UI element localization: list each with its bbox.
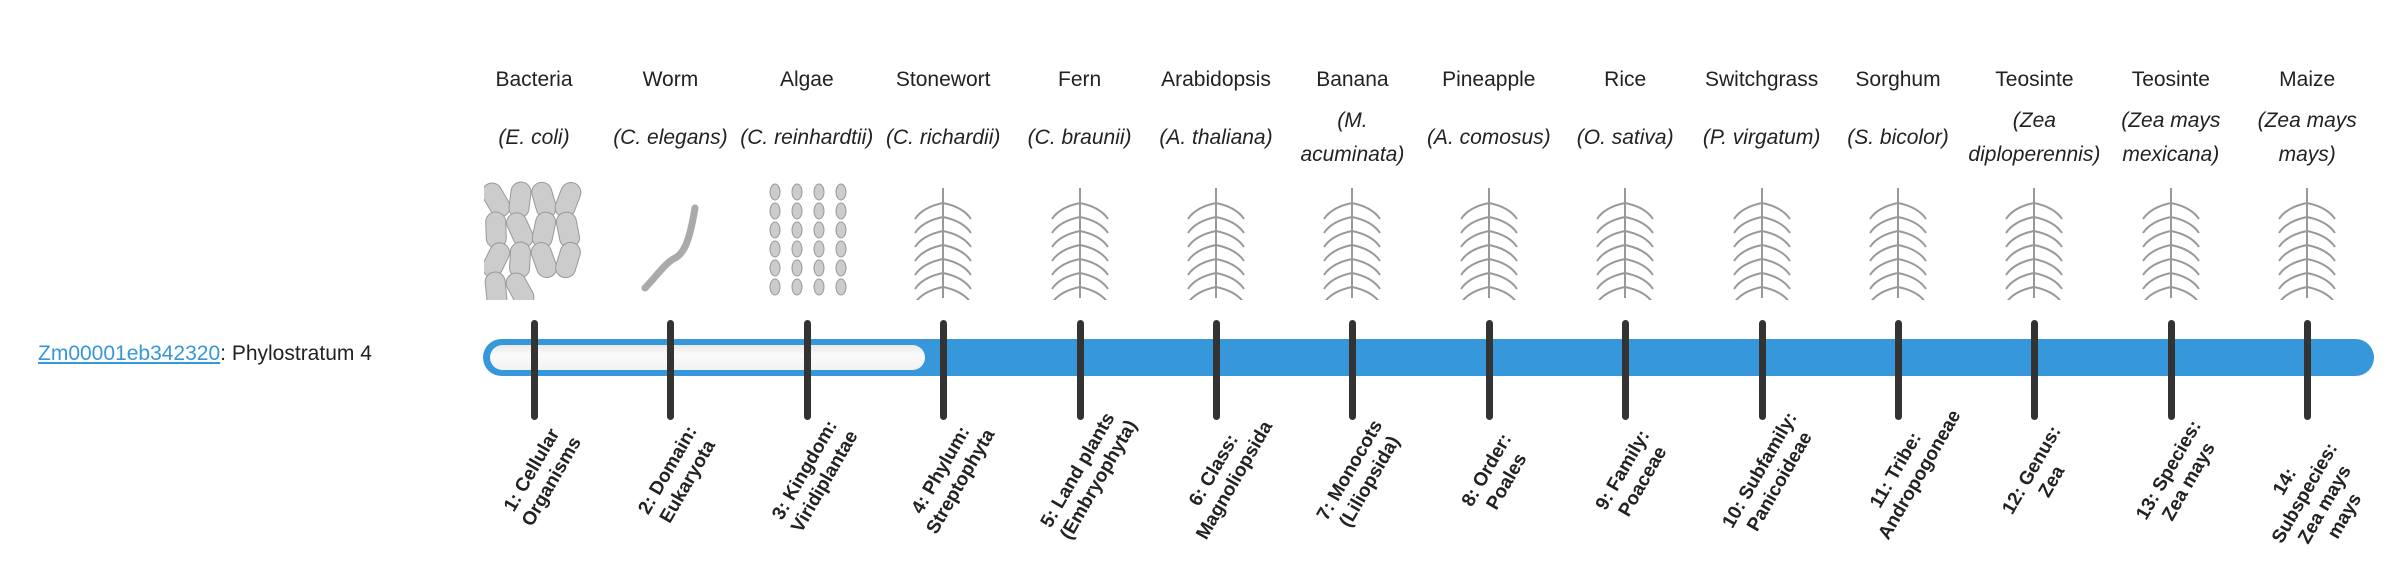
gene-id-link[interactable]: Zm00001eb342320 bbox=[38, 342, 221, 365]
organism-scientific-name: (M. acuminata) bbox=[1300, 109, 1405, 166]
organism-scientific-name: (Zea mays mays) bbox=[2257, 109, 2357, 166]
stratum-tick bbox=[1895, 320, 1902, 420]
phylostratum-text: Phylostratum 4 bbox=[231, 342, 372, 365]
organism-column: Switchgrass (P. virgatum) bbox=[1694, 60, 1830, 300]
teosinte-illustration-icon bbox=[2141, 188, 2200, 300]
stratum-label: 11: Tribe: Andropogoneae bbox=[1866, 406, 1966, 544]
separator: : bbox=[220, 342, 232, 365]
pineapple-illustration-icon bbox=[1459, 188, 1518, 300]
organism-column: Worm (C. elegans) bbox=[602, 60, 738, 292]
stratum-tick bbox=[667, 320, 675, 420]
organism-common-name: Rice bbox=[1604, 68, 1647, 91]
worm-illustration-icon bbox=[641, 204, 699, 292]
stratum-tick bbox=[1213, 320, 1220, 420]
stratum-label: 3: Kingdom: Viridiplantae bbox=[768, 417, 863, 537]
organism-column: Algae (C. reinhardtii) bbox=[739, 60, 875, 296]
stratum-label: 13: Species: Zea mays bbox=[2132, 416, 2220, 525]
stratum-tick bbox=[803, 320, 811, 420]
organism-common-name: Switchgrass bbox=[1704, 68, 1819, 91]
organism-common-name: Teosinte bbox=[1995, 68, 2074, 91]
stratum-label: 12: Genus: Zea bbox=[1998, 422, 2070, 519]
algae-illustration-icon bbox=[769, 183, 847, 296]
stratum-tick bbox=[1758, 320, 1766, 420]
stratum-label: 4: Phylum: Streptophyta bbox=[907, 422, 1000, 538]
switchgrass-illustration-icon bbox=[1732, 188, 1791, 300]
stratum-tick bbox=[2304, 320, 2312, 420]
stratum-tick bbox=[1076, 320, 1084, 420]
organism-scientific-name: (C. reinhardtii) bbox=[740, 126, 874, 149]
stratum-label: 6: Class: Magnoliopsida bbox=[1185, 417, 1278, 544]
gene-phylostratum-label: Zm00001eb342320: Phylostratum 4 bbox=[38, 342, 372, 366]
phylostratum-bar bbox=[483, 339, 2374, 376]
organism-common-name: Bacteria bbox=[495, 68, 573, 91]
organism-scientific-name: (O. sativa) bbox=[1576, 126, 1674, 149]
organism-column: Arabidopsis (A. thaliana) bbox=[1148, 60, 1284, 300]
organism-common-name: Teosinte bbox=[2131, 68, 2210, 91]
arabidopsis-illustration-icon bbox=[1187, 188, 1245, 300]
organism-column: Teosinte (Zea diploperennis) bbox=[1966, 60, 2102, 300]
stratum-label: 2: Domain: Eukaryota bbox=[634, 422, 721, 527]
organism-common-name: Arabidopsis bbox=[1161, 68, 1271, 91]
organism-column: Sorghum (S. bicolor) bbox=[1830, 60, 1966, 300]
organism-scientific-name: (A. thaliana) bbox=[1159, 126, 1273, 149]
rice-illustration-icon bbox=[1596, 188, 1655, 300]
organism-column: Pineapple (A. comosus) bbox=[1421, 60, 1557, 300]
organism-column: Bacteria (E. coli) bbox=[466, 60, 602, 300]
banana-illustration-icon bbox=[1323, 188, 1382, 300]
stratum-label: 8: Order: Poales bbox=[1457, 430, 1532, 514]
stratum-label: 5: Land plants (Embryophyta) bbox=[1036, 409, 1142, 544]
organism-scientific-name: (Zea diploperennis) bbox=[1968, 109, 2101, 166]
teosinte-illustration-icon bbox=[2005, 188, 2064, 300]
stonewort-illustration-icon bbox=[914, 188, 973, 300]
organism-column: Banana (M. acuminata) bbox=[1284, 60, 1420, 300]
organism-scientific-name: (A. comosus) bbox=[1426, 126, 1551, 149]
stratum-tick bbox=[1485, 320, 1493, 420]
organism-scientific-name: (C. braunii) bbox=[1027, 126, 1132, 149]
stratum-label: 10: Subfamily: Panicoideae bbox=[1718, 408, 1817, 536]
stratum-tick bbox=[940, 320, 948, 420]
organism-common-name: Banana bbox=[1316, 68, 1389, 91]
bar-unfilled-portion bbox=[490, 345, 926, 370]
organism-common-name: Maize bbox=[2279, 68, 2336, 91]
stratum-tick bbox=[531, 320, 538, 420]
maize-illustration-icon bbox=[2278, 188, 2337, 300]
organism-column: Teosinte (Zea mays mexicana) bbox=[2103, 60, 2239, 300]
organism-column: Stonewort (C. richardii) bbox=[875, 60, 1011, 300]
organism-scientific-name: (C. richardii) bbox=[886, 126, 1001, 149]
sorghum-illustration-icon bbox=[1869, 188, 1927, 300]
organism-common-name: Algae bbox=[779, 68, 834, 91]
organism-scientific-name: (Zea mays mexicana) bbox=[2121, 109, 2221, 166]
stratum-label: 14: Subspecies: Zea mays mays bbox=[2268, 439, 2367, 548]
fern-illustration-icon bbox=[1050, 188, 1109, 300]
organism-scientific-name: (E. coli) bbox=[498, 126, 570, 149]
organism-common-name: Sorghum bbox=[1855, 68, 1941, 91]
organism-scientific-name: (C. elegans) bbox=[613, 126, 728, 149]
organism-scientific-name: (S. bicolor) bbox=[1847, 126, 1949, 149]
organism-common-name: Fern bbox=[1058, 68, 1102, 91]
organism-column: Maize (Zea mays mays) bbox=[2239, 60, 2375, 300]
stratum-tick bbox=[1349, 320, 1357, 420]
stratum-label: 7: Monocots (Liliopsida) bbox=[1313, 416, 1405, 531]
stratum-label: 1: Cellular Organisms bbox=[499, 425, 586, 530]
organism-common-name: Worm bbox=[642, 68, 699, 91]
stratum-label: 9: Family: Poaceae bbox=[1591, 426, 1672, 521]
bacteria-illustration-icon bbox=[484, 181, 582, 300]
organism-scientific-name: (P. virgatum) bbox=[1702, 126, 1821, 149]
organism-column: Rice (O. sativa) bbox=[1557, 60, 1693, 300]
organism-column: Fern (C. braunii) bbox=[1012, 60, 1148, 300]
organism-common-name: Stonewort bbox=[895, 68, 991, 91]
organism-common-name: Pineapple bbox=[1442, 68, 1536, 91]
stratum-tick bbox=[2031, 320, 2039, 420]
stratum-tick bbox=[2167, 320, 2175, 420]
stratum-tick bbox=[1622, 320, 1630, 420]
